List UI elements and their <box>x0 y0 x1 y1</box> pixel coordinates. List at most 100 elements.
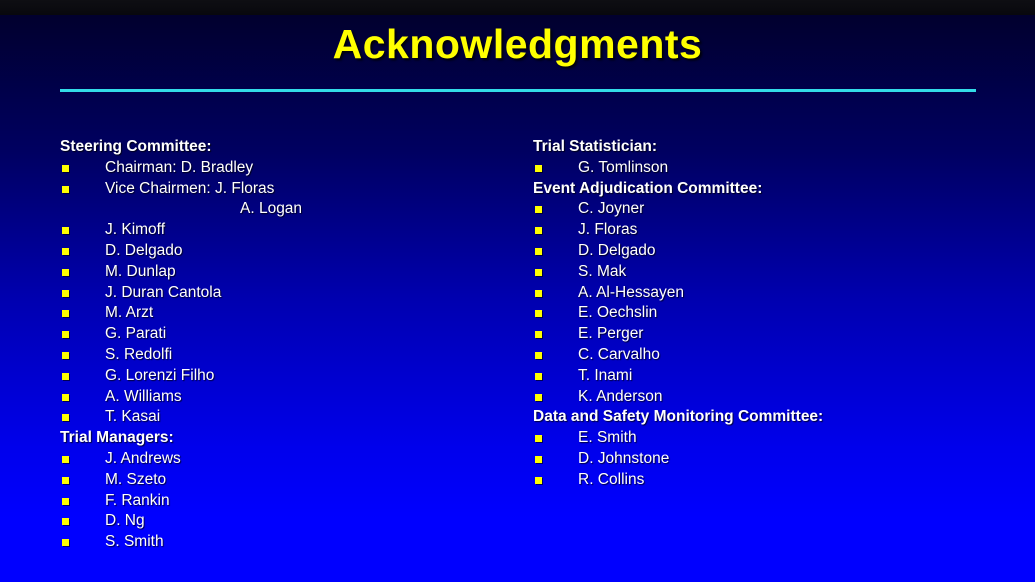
list-item: T. Kasai <box>60 407 525 428</box>
list-item: A. Williams <box>60 387 525 408</box>
left-column: Steering Committee: Chairman: D. Bradley V… <box>60 137 525 553</box>
bullet-square-icon <box>62 351 69 359</box>
section-header: Data and Safety Monitoring Committee: <box>533 408 824 426</box>
list-item: J. Duran Cantola <box>60 283 525 304</box>
list-item-text: J. Kimoff <box>105 221 166 239</box>
title-underline-rule <box>60 89 976 92</box>
list-item-text: J. Andrews <box>105 449 181 467</box>
list-item-text: R. Collins <box>578 470 645 488</box>
bullet-square-icon <box>535 476 542 484</box>
bullet-square-icon <box>535 268 542 276</box>
bullet-square-icon <box>535 227 542 235</box>
list-item-text: Chairman: D. Bradley <box>105 158 254 176</box>
list-item-text: E. Oechslin <box>578 304 658 322</box>
list-item-text: M. Arzt <box>105 304 154 322</box>
list-item: M. Arzt <box>60 303 525 324</box>
list-item: E. Oechslin <box>533 303 993 324</box>
bullet-square-icon <box>62 164 69 172</box>
bullet-square-icon <box>62 455 69 463</box>
list-item-text: A. Williams <box>105 387 182 405</box>
list-item: A. Al-Hessayen <box>533 283 993 304</box>
list-item: S. Redolfi <box>60 345 525 366</box>
list-item: C. Carvalho <box>533 345 993 366</box>
list-item-text: M. Szeto <box>105 470 167 488</box>
list-item-text: G. Tomlinson <box>578 158 669 176</box>
bullet-square-icon <box>535 289 542 297</box>
bullet-square-icon <box>535 393 542 401</box>
list-item: D. Ng <box>60 511 525 532</box>
list-item-text: J. Floras <box>578 221 638 239</box>
list-item: Chairman: D. Bradley <box>60 158 525 179</box>
list-item: M. Szeto <box>60 470 525 491</box>
list-item: D. Johnstone <box>533 449 993 470</box>
list-item-text: T. Inami <box>578 366 633 384</box>
list-item: T. Inami <box>533 366 993 387</box>
list-item-text: S. Smith <box>105 533 164 551</box>
list-item: M. Dunlap <box>60 262 525 283</box>
list-item: C. Joyner <box>533 199 993 220</box>
bullet-square-icon <box>535 372 542 380</box>
list-item: D. Delgado <box>533 241 993 262</box>
list-item: J. Floras <box>533 220 993 241</box>
section-header: Steering Committee: <box>60 138 212 155</box>
bullet-square-icon <box>535 164 542 172</box>
bullet-square-icon <box>62 476 69 484</box>
list-item-text: D. Ng <box>105 512 145 530</box>
list-item: S. Mak <box>533 262 993 283</box>
list-item-text: J. Duran Cantola <box>105 283 222 301</box>
top-letterbox-bar <box>0 0 1035 15</box>
list-item-text: K. Anderson <box>578 387 663 405</box>
list-item-text: M. Dunlap <box>105 262 176 280</box>
bullet-square-icon <box>62 227 69 235</box>
section-header: Trial Managers: <box>60 429 174 447</box>
list-item: A. Logan <box>60 199 525 220</box>
list-item: G. Lorenzi Filho <box>60 366 525 387</box>
bullet-square-icon <box>62 247 69 255</box>
list-item: J. Andrews <box>60 449 525 470</box>
list-item-text: D. Delgado <box>578 241 656 259</box>
bullet-square-icon <box>62 539 69 547</box>
bullet-square-icon <box>62 331 69 339</box>
list-item: S. Smith <box>60 532 525 553</box>
list-item: D. Delgado <box>60 241 525 262</box>
list-item-text: E. Smith <box>578 429 637 447</box>
list-item-text: F. Rankin <box>105 491 170 509</box>
bullet-square-icon <box>62 393 69 401</box>
bullet-square-icon <box>62 414 69 422</box>
bullet-square-icon <box>535 331 542 339</box>
bullet-square-icon <box>535 247 542 255</box>
list-item-text: C. Joyner <box>578 200 645 218</box>
list-item-text: S. Redolfi <box>105 345 173 363</box>
bullet-square-icon <box>62 518 69 526</box>
bullet-square-icon <box>535 435 542 443</box>
list-item: G. Parati <box>60 324 525 345</box>
page-title: Acknowledgments <box>332 21 703 67</box>
bullet-square-icon <box>62 268 69 276</box>
bullet-square-icon <box>62 372 69 380</box>
list-item: E. Smith <box>533 428 993 449</box>
list-item-text: E. Perger <box>578 325 644 343</box>
list-item: G. Tomlinson <box>533 158 993 179</box>
list-item-text: D. Johnstone <box>578 449 670 467</box>
bullet-square-icon <box>535 455 542 463</box>
list-item-text: A. Al-Hessayen <box>578 283 684 301</box>
list-item-text: A. Logan <box>240 200 303 218</box>
list-item: F. Rankin <box>60 491 525 512</box>
list-item-text: D. Delgado <box>105 241 183 259</box>
bullet-square-icon <box>62 289 69 297</box>
list-item-text: T. Kasai <box>105 408 161 426</box>
list-item-text: G. Parati <box>105 325 167 343</box>
list-item: R. Collins <box>533 470 993 491</box>
bullet-square-icon <box>535 351 542 359</box>
bullet-square-icon <box>535 310 542 318</box>
right-column: Trial Statistician: G. Tomlinson Event Adj… <box>533 137 993 491</box>
list-item-text: G. Lorenzi Filho <box>105 366 215 384</box>
section-header: Trial Statistician: <box>533 138 658 155</box>
bullet-square-icon <box>535 206 542 214</box>
list-item: E. Perger <box>533 324 993 345</box>
bullet-square-icon <box>62 310 69 318</box>
section-header: Event Adjudication Committee: <box>533 179 763 197</box>
bullet-square-icon <box>62 185 69 193</box>
list-item: J. Kimoff <box>60 220 525 241</box>
